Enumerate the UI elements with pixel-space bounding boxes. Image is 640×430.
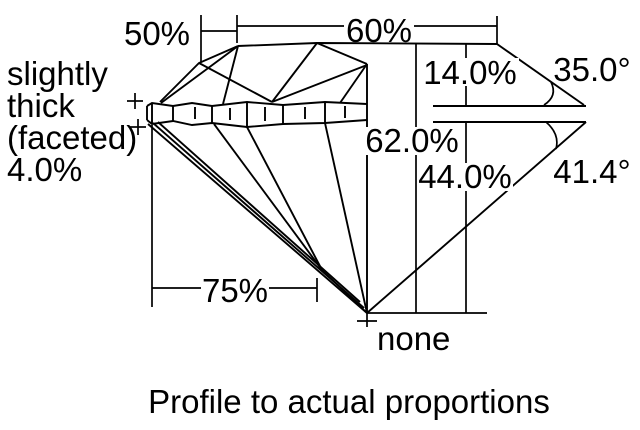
total-depth-label-group: 62.0% <box>359 122 465 159</box>
culet-label: none <box>377 320 450 357</box>
girdle-thickness-label-block: slightly thick (faceted) 4.0% <box>7 55 137 188</box>
pavilion-outline-left <box>147 123 368 314</box>
crown-angle-label: 35.0° <box>553 51 630 88</box>
crown-slope-right <box>496 43 585 106</box>
crown-facet-line <box>160 45 239 104</box>
figure-caption: Profile to actual proportions <box>148 383 550 420</box>
pavilion-slope-right <box>366 121 587 314</box>
total-depth-label: 62.0% <box>365 122 459 159</box>
pavilion-angle-arc <box>545 121 558 150</box>
dimension-lines <box>127 15 558 327</box>
girdle-label-line-1: slightly <box>7 55 108 92</box>
label-mask <box>201 274 269 304</box>
pavilion-facet-line <box>321 269 368 314</box>
diamond-wireframe <box>146 42 587 314</box>
pavilion-depth-label: 44.0% <box>418 158 512 195</box>
girdle-label-line-2: thick <box>7 87 75 124</box>
crown-height-label-group: 14.0% <box>421 54 519 91</box>
pavilion-angle-label: 41.4° <box>553 153 630 190</box>
lower-girdle-label-group: 75% <box>201 272 269 309</box>
table-size-label-group: 60% <box>344 12 414 49</box>
pavilion-depth-label-group: 44.0% <box>417 158 513 195</box>
label-mask <box>359 127 465 155</box>
label-mask <box>421 58 519 86</box>
crown-facet-line <box>198 62 273 103</box>
girdle-label-line-3: (faceted) <box>7 119 137 156</box>
pavilion-facet-line <box>213 123 323 271</box>
label-mask <box>344 15 414 41</box>
crown-facet-line <box>222 45 239 105</box>
crown-facet-line <box>316 42 368 65</box>
pavilion-facet-line <box>246 126 323 271</box>
crown-height-label: 14.0% <box>423 54 517 91</box>
star-length-label: 50% <box>124 15 190 52</box>
girdle-label-line-4: 4.0% <box>7 151 82 188</box>
pavilion-facet-line <box>157 121 361 303</box>
table-size-label: 60% <box>346 12 412 49</box>
crown-facet-line <box>271 64 368 103</box>
label-mask <box>417 163 513 191</box>
labels: 50% 60% 14.0% 35.0° 62.0% 44.0% 41.4° 75… <box>7 12 631 420</box>
crown-facet-line <box>339 63 368 104</box>
crown-angle-arc <box>543 81 555 106</box>
lower-girdle-label: 75% <box>202 272 268 309</box>
pavilion-facet-line <box>324 122 368 314</box>
crown-facet-line <box>271 42 318 103</box>
